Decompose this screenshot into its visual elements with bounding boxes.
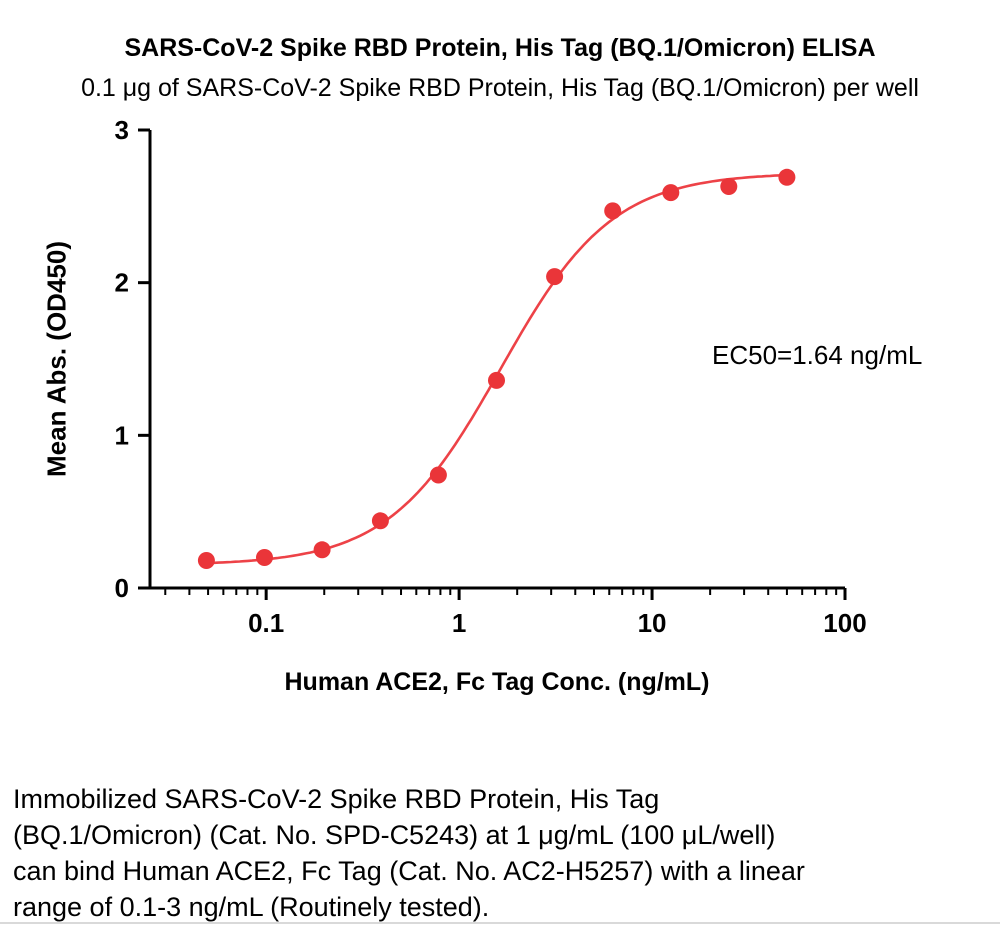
ec50-annotation: EC50=1.64 ng/mL (712, 340, 923, 370)
fit-curve (206, 173, 787, 565)
x-tick-label: 10 (638, 608, 667, 638)
chart-subtitle: 0.1 μg of SARS-CoV-2 Spike RBD Protein, … (81, 74, 919, 102)
caption-line: range of 0.1-3 ng/mL (Routinely tested). (13, 892, 490, 922)
data-point (662, 184, 680, 202)
data-point (313, 541, 331, 559)
chart-title: SARS-CoV-2 Spike RBD Protein, His Tag (B… (124, 34, 876, 62)
x-tick-label: 0.1 (248, 608, 284, 638)
figure-caption: Immobilized SARS-CoV-2 Spike RBD Protein… (13, 781, 978, 925)
x-tick-label: 1 (452, 608, 466, 638)
data-point (778, 168, 796, 186)
caption-line: Immobilized SARS-CoV-2 Spike RBD Protein… (13, 784, 660, 814)
y-tick-label: 2 (115, 268, 129, 298)
data-point (546, 268, 564, 286)
data-point (371, 512, 389, 530)
data-point (488, 371, 505, 389)
bottom-divider (0, 922, 1000, 924)
y-tick-label: 1 (115, 420, 129, 450)
data-point (720, 178, 738, 195)
data-point (256, 549, 273, 566)
caption-line: can bind Human ACE2, Fc Tag (Cat. No. AC… (13, 856, 805, 886)
y-axis-label: Mean Abs. (OD450) (41, 241, 72, 477)
x-axis-label: Human ACE2, Fc Tag Conc. (ng/mL) (284, 668, 710, 696)
data-point (197, 552, 215, 569)
data-point (604, 202, 622, 220)
y-tick-label: 3 (115, 115, 129, 145)
y-tick-label: 0 (115, 573, 129, 603)
caption-line: (BQ.1/Omicron) (Cat. No. SPD-C5243) at 1… (13, 820, 776, 850)
x-tick-label: 100 (823, 608, 866, 638)
data-point (429, 466, 447, 484)
